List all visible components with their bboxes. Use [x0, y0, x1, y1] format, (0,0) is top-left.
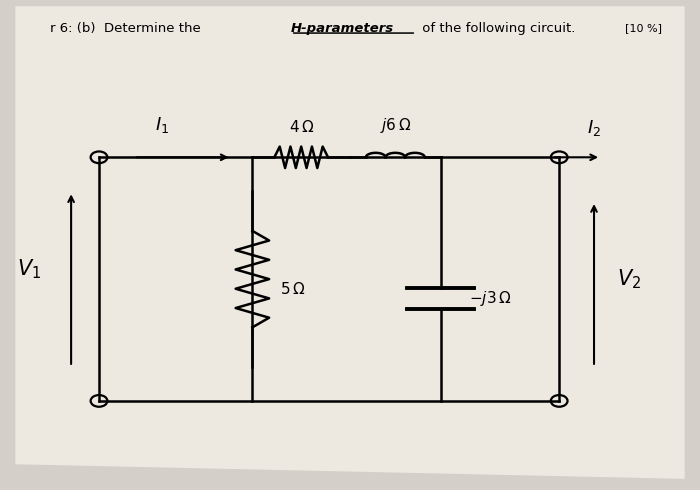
- Text: $-j3\,\Omega$: $-j3\,\Omega$: [468, 289, 511, 308]
- Text: $V_1$: $V_1$: [18, 258, 41, 281]
- Text: $5\,\Omega$: $5\,\Omega$: [280, 281, 306, 297]
- Text: $I_1$: $I_1$: [155, 115, 169, 135]
- Text: H-parameters: H-parameters: [290, 22, 394, 35]
- Polygon shape: [15, 6, 685, 479]
- Text: [10 %]: [10 %]: [625, 23, 662, 33]
- Text: $I_2$: $I_2$: [587, 118, 601, 138]
- Text: $4\,\Omega$: $4\,\Omega$: [288, 120, 314, 135]
- Text: $j6\,\Omega$: $j6\,\Omega$: [379, 116, 411, 135]
- Text: $V_2$: $V_2$: [617, 268, 641, 291]
- Text: of the following circuit.: of the following circuit.: [418, 22, 575, 35]
- Text: r 6: (b)  Determine the: r 6: (b) Determine the: [50, 22, 205, 35]
